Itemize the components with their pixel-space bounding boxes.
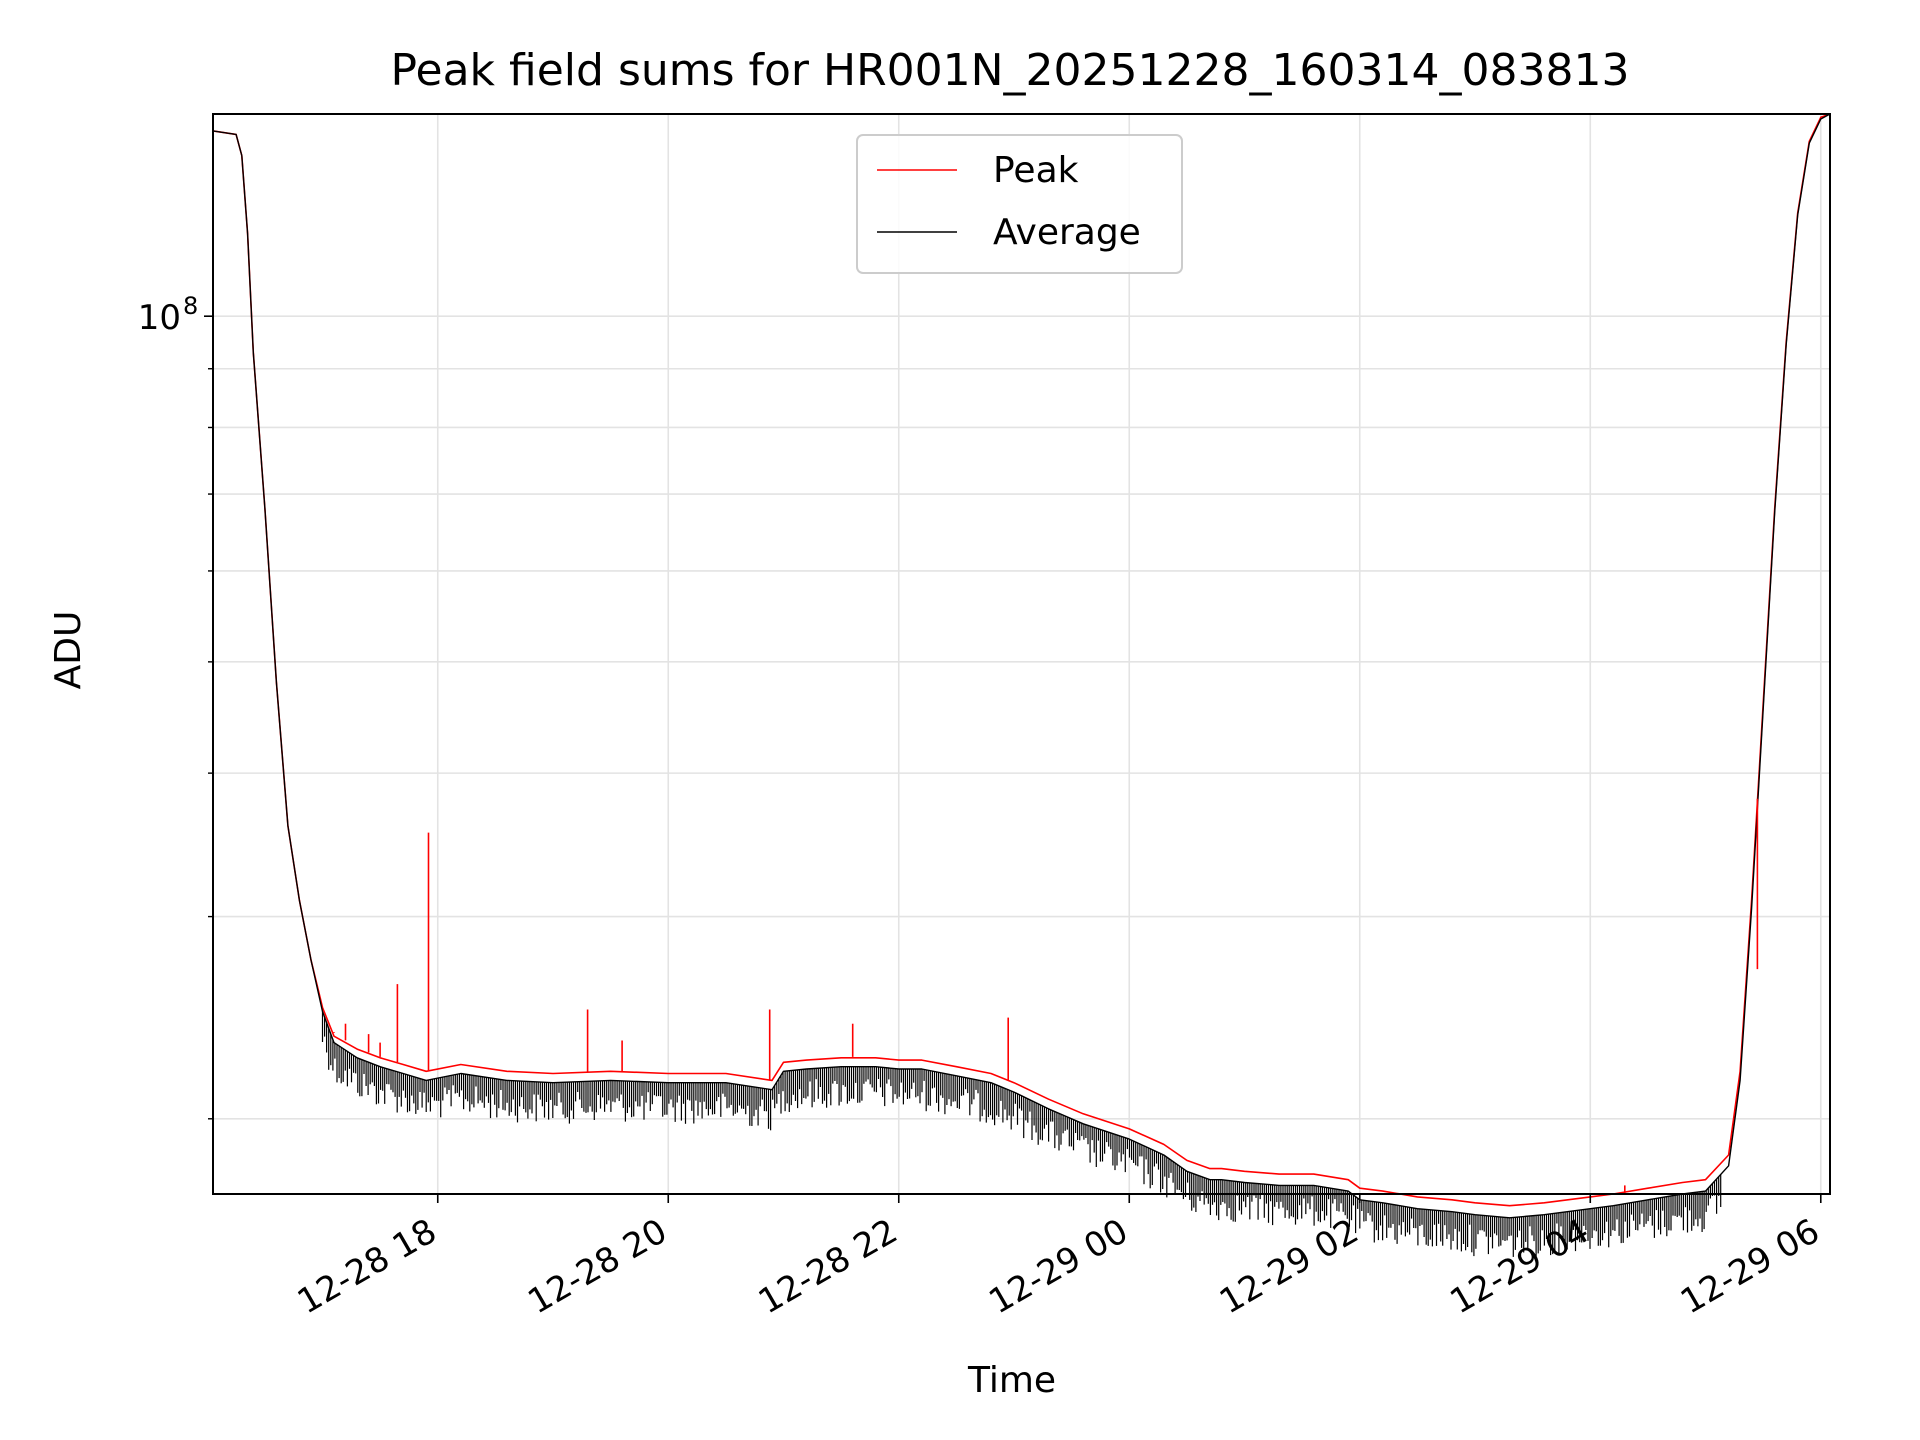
average-noise-group	[321, 1011, 1722, 1257]
y-axis-title: ADU	[48, 611, 89, 690]
plot-frame	[212, 113, 1831, 1195]
series-layer	[212, 113, 1831, 1257]
grid-layer	[213, 114, 1830, 1194]
legend-label-average: Average	[993, 212, 1141, 253]
series-line-peak	[212, 113, 1831, 1207]
y-tick-label: 10	[138, 298, 181, 338]
y-tick-label-exponent: 8	[183, 292, 198, 320]
chart-title: Peak field sums for HR001N_20251228_1603…	[391, 45, 1630, 96]
x-axis-title: Time	[967, 1360, 1056, 1401]
legend: Peak Average	[856, 134, 1183, 274]
legend-label-peak: Peak	[993, 150, 1079, 191]
